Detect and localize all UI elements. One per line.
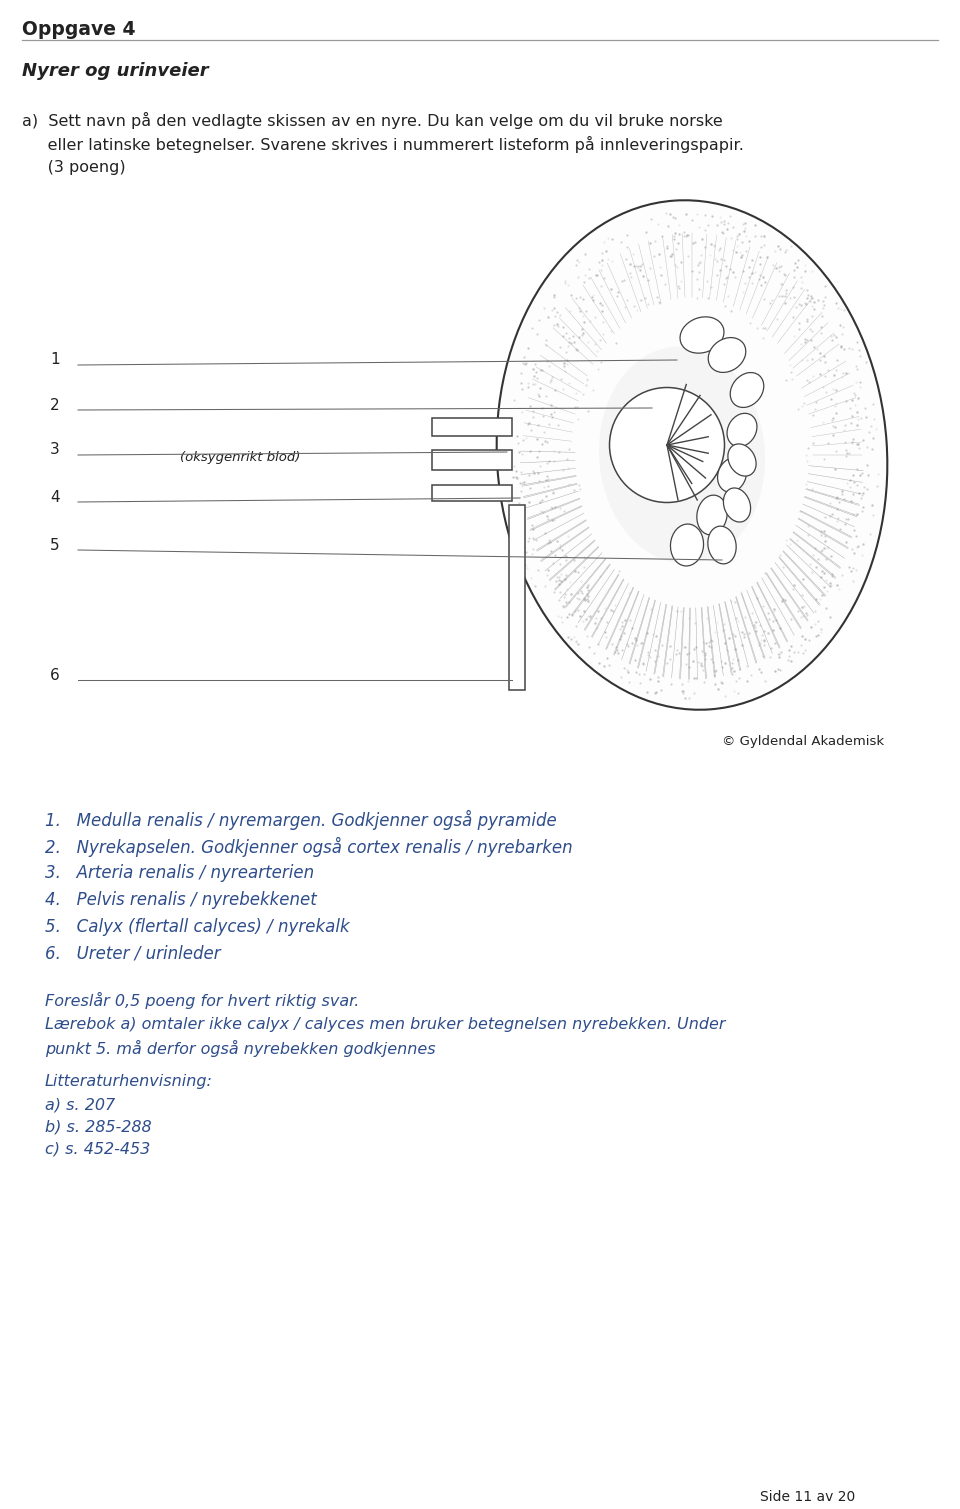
Text: a) s. 207: a) s. 207 xyxy=(45,1099,115,1114)
Ellipse shape xyxy=(599,347,765,563)
Text: Nyrer og urinveier: Nyrer og urinveier xyxy=(22,62,208,80)
Text: (3 poeng): (3 poeng) xyxy=(22,160,126,175)
Text: (oksygenrikt blod): (oksygenrikt blod) xyxy=(180,451,300,463)
Text: Lærebok a) omtaler ikke calyx / calyces men bruker betegnelsen nyrebekken. Under: Lærebok a) omtaler ikke calyx / calyces … xyxy=(45,1017,726,1032)
Text: Foreslår 0,5 poeng for hvert riktig svar.: Foreslår 0,5 poeng for hvert riktig svar… xyxy=(45,991,359,1010)
Text: 3.   Arteria renalis / nyrearterien: 3. Arteria renalis / nyrearterien xyxy=(45,865,314,881)
FancyBboxPatch shape xyxy=(432,450,512,469)
Text: 2: 2 xyxy=(50,397,60,412)
Text: 1.   Medulla renalis / nyremargen. Godkjenner også pyramide: 1. Medulla renalis / nyremargen. Godkjen… xyxy=(45,810,557,830)
FancyBboxPatch shape xyxy=(432,418,512,436)
Text: © Gyldendal Akademisk: © Gyldendal Akademisk xyxy=(722,735,884,748)
Text: a)  Sett navn på den vedlagte skissen av en nyre. Du kan velge om du vil bruke n: a) Sett navn på den vedlagte skissen av … xyxy=(22,112,723,128)
Ellipse shape xyxy=(728,444,756,477)
Text: 6.   Ureter / urinleder: 6. Ureter / urinleder xyxy=(45,945,221,963)
Ellipse shape xyxy=(708,527,736,564)
FancyBboxPatch shape xyxy=(509,506,525,690)
Text: punkt 5. må derfor også nyrebekken godkjennes: punkt 5. må derfor også nyrebekken godkj… xyxy=(45,1040,436,1056)
Ellipse shape xyxy=(697,495,727,534)
Ellipse shape xyxy=(680,317,724,353)
Ellipse shape xyxy=(496,201,887,709)
Ellipse shape xyxy=(727,413,756,447)
Text: b) s. 285-288: b) s. 285-288 xyxy=(45,1120,152,1135)
FancyBboxPatch shape xyxy=(432,484,512,501)
Ellipse shape xyxy=(610,388,725,502)
Text: Oppgave 4: Oppgave 4 xyxy=(22,20,135,39)
Text: 2.   Nyrekapselen. Godkjenner også cortex renalis / nyrebarken: 2. Nyrekapselen. Godkjenner også cortex … xyxy=(45,837,572,857)
Text: Side 11 av 20: Side 11 av 20 xyxy=(760,1489,855,1504)
Text: Litteraturhenvisning:: Litteraturhenvisning: xyxy=(45,1074,213,1089)
Text: 4: 4 xyxy=(50,489,60,504)
Ellipse shape xyxy=(724,487,751,522)
Ellipse shape xyxy=(670,524,704,566)
Text: 5.   Calyx (flertall calyces) / nyrekalk: 5. Calyx (flertall calyces) / nyrekalk xyxy=(45,917,349,936)
Text: 3: 3 xyxy=(50,442,60,457)
Text: 4.   Pelvis renalis / nyrebekkenet: 4. Pelvis renalis / nyrebekkenet xyxy=(45,890,317,908)
Text: 1: 1 xyxy=(50,353,60,368)
Text: 6: 6 xyxy=(50,667,60,682)
Ellipse shape xyxy=(731,373,764,407)
Text: 5: 5 xyxy=(50,537,60,552)
Ellipse shape xyxy=(708,338,746,373)
Ellipse shape xyxy=(717,457,747,492)
Text: eller latinske betegnelser. Svarene skrives i nummerert listeform på innlevering: eller latinske betegnelser. Svarene skri… xyxy=(22,136,744,152)
Text: c) s. 452-453: c) s. 452-453 xyxy=(45,1142,151,1157)
